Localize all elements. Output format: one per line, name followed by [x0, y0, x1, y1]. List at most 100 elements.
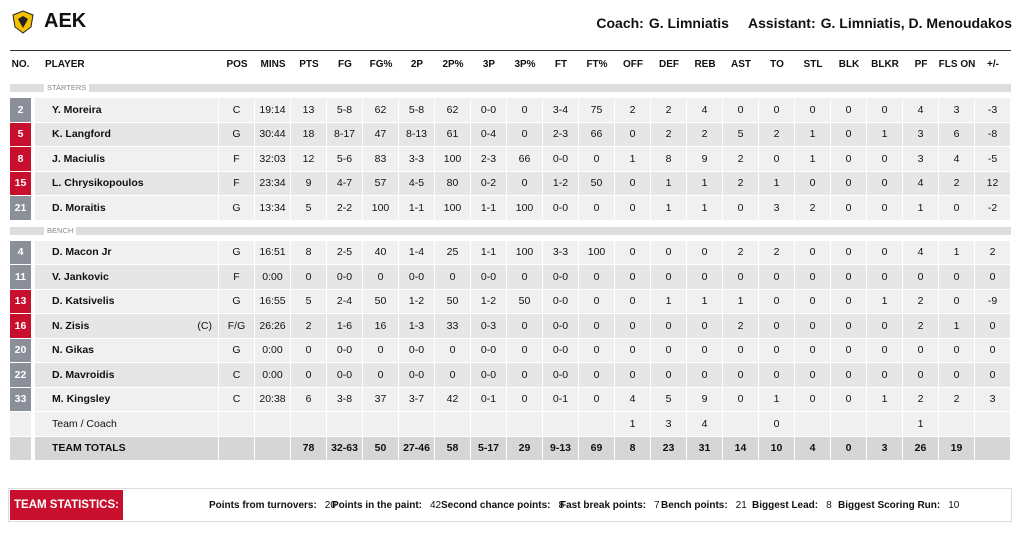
stat-item: Biggest Lead: 8 [752, 489, 832, 521]
stat-cell: F [219, 147, 254, 171]
player-name-cell: D. Katsivelis [35, 289, 218, 313]
stat-cell: 3 [759, 196, 794, 220]
stat-cell: 0 [507, 314, 542, 338]
totals-label: TEAM TOTALS [35, 436, 218, 460]
stat-cell: 47 [363, 122, 398, 146]
stat-cell: 1-1 [471, 196, 506, 220]
stat-cell: 1 [687, 289, 722, 313]
stat-cell: C [219, 387, 254, 411]
stat-cell: 0 [831, 196, 866, 220]
stat-cell: 0 [867, 171, 902, 195]
stat-cell: 5-8 [327, 98, 362, 122]
stat-cell: 0 [651, 338, 686, 362]
player-number: 13 [10, 289, 31, 313]
team-statistics-items: Points from turnovers: 20 Points in the pa… [9, 489, 1009, 521]
stat-cell: 0 [687, 314, 722, 338]
stat-cell: 32-63 [327, 436, 362, 460]
column-header: FG% [369, 58, 393, 70]
stat-cell: 0 [903, 363, 938, 387]
stat-cell: 2-3 [471, 147, 506, 171]
stat-cell: 0-1 [471, 387, 506, 411]
stat-cell: 100 [579, 240, 614, 264]
player-name-cell: J. Maciulis [35, 147, 218, 171]
stat-cell: 0 [759, 147, 794, 171]
stat-cell: 2 [939, 171, 974, 195]
player-name-cell: N. Gikas [35, 338, 218, 362]
stat-cell: 3 [903, 122, 938, 146]
stat-cell: 1 [795, 147, 830, 171]
stat-cell: 0-0 [399, 265, 434, 289]
stat-cell: 3 [903, 147, 938, 171]
stat-cell: 6 [291, 387, 326, 411]
stat-cell: 0 [831, 98, 866, 122]
stat-cell: 50 [507, 289, 542, 313]
stat-cell: 0:00 [255, 363, 290, 387]
stat-label: Second chance points: [441, 499, 551, 511]
stat-cell: 0 [435, 363, 470, 387]
stat-cell: G [219, 338, 254, 362]
stat-cell: 0 [759, 289, 794, 313]
stat-cell: 0 [795, 265, 830, 289]
player-name: Y. Moreira [52, 103, 102, 116]
stat-cell: 2 [723, 240, 758, 264]
stat-cell: 0 [723, 363, 758, 387]
stat-cell: 0 [507, 265, 542, 289]
stat-cell: 4 [903, 240, 938, 264]
stat-cell: 4 [687, 412, 722, 436]
stat-cell: 0 [795, 171, 830, 195]
stat-cell: 1-1 [399, 196, 434, 220]
column-header: FG [338, 58, 352, 70]
stat-cell: 1 [651, 171, 686, 195]
stat-cell: 3 [939, 98, 974, 122]
stat-cell: 2 [759, 240, 794, 264]
stat-item: Fast break points: 7 [560, 489, 660, 521]
stat-cell: 27-46 [399, 436, 434, 460]
team-row-label: Team / Coach [35, 412, 218, 436]
stat-cell: 0 [579, 265, 614, 289]
stat-cell [543, 412, 578, 436]
stat-cell: F [219, 265, 254, 289]
stat-cell: 4 [903, 171, 938, 195]
stat-cell: 0 [867, 338, 902, 362]
stat-cell [507, 412, 542, 436]
stat-cell: G [219, 196, 254, 220]
stat-cell: 3 [975, 387, 1010, 411]
stat-cell: 0-2 [471, 171, 506, 195]
stat-cell: 0 [831, 363, 866, 387]
stat-cell: 2 [939, 387, 974, 411]
stat-cell: 0 [831, 289, 866, 313]
stat-cell: 0 [363, 338, 398, 362]
stat-cell: 3-3 [543, 240, 578, 264]
player-number: 21 [10, 196, 31, 220]
stat-cell: 4 [939, 147, 974, 171]
stat-cell [255, 436, 290, 460]
stat-cell: 5 [723, 122, 758, 146]
stat-cell: 0 [651, 240, 686, 264]
stat-cell [795, 412, 830, 436]
stat-cell: -5 [975, 147, 1010, 171]
player-name: L. Chrysikopoulos [52, 177, 144, 190]
stat-cell: 0 [723, 265, 758, 289]
stat-value: 21 [735, 499, 747, 511]
stat-cell: 0 [867, 363, 902, 387]
stat-cell: 0 [435, 338, 470, 362]
player-number: 16 [10, 314, 31, 338]
column-header: 2P% [442, 58, 464, 70]
stat-label: Fast break points: [560, 499, 647, 511]
stat-label: Bench points: [661, 499, 728, 511]
stat-cell: 3-3 [399, 147, 434, 171]
stat-cell: G [219, 240, 254, 264]
stat-cell: 100 [363, 196, 398, 220]
stat-cell: 62 [363, 98, 398, 122]
stat-item: Points from turnovers: 20 [209, 489, 336, 521]
player-name-cell: L. Chrysikopoulos [35, 171, 218, 195]
player-number: 15 [10, 171, 31, 195]
stat-cell: 29 [507, 436, 542, 460]
stat-cell: 0-0 [543, 265, 578, 289]
stat-cell: 0-0 [543, 196, 578, 220]
stat-cell [219, 412, 254, 436]
stat-cell: 2 [615, 98, 650, 122]
stat-item: Biggest Scoring Run: 10 [838, 489, 959, 521]
stat-cell: 66 [579, 122, 614, 146]
stat-cell: 2 [759, 122, 794, 146]
